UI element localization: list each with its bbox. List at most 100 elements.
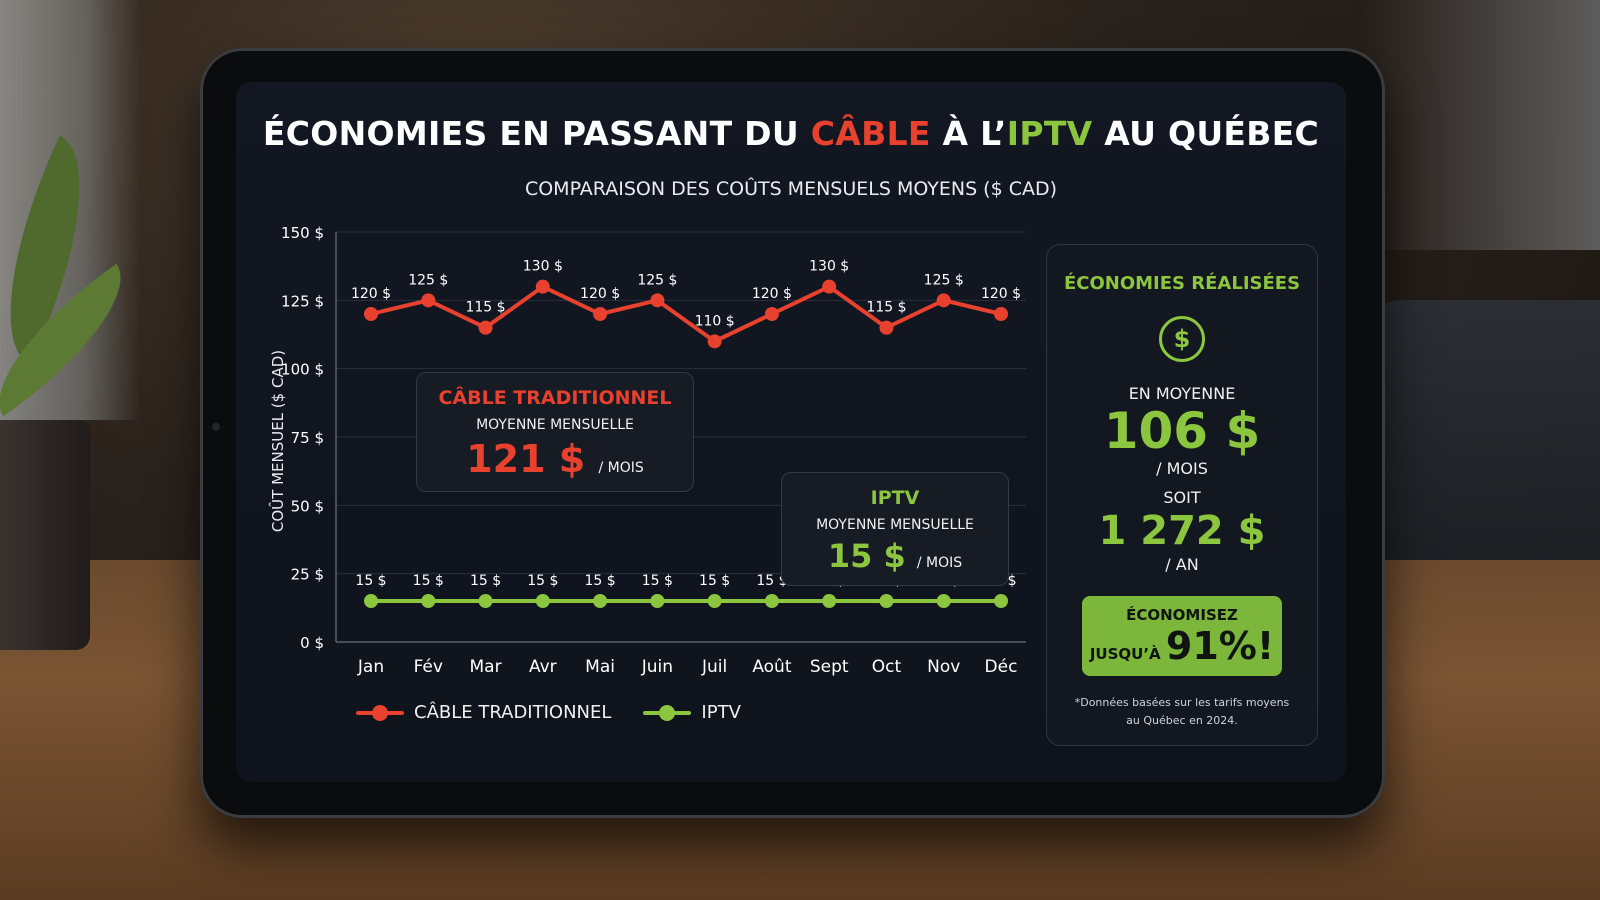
x-tick-label: Sept xyxy=(810,657,849,677)
savings-monthly-unit: / MOIS xyxy=(1156,459,1208,478)
y-tick-label: 0 $ xyxy=(300,634,324,652)
data-label-iptv: 15 $ xyxy=(527,573,558,589)
x-tick-label: Jan xyxy=(357,657,384,677)
x-tick-label: Mai xyxy=(585,657,615,677)
x-tick-label: Juil xyxy=(701,657,727,677)
savings-cta-line1: ÉCONOMISEZ xyxy=(1126,606,1238,624)
title-part-3: À L’ xyxy=(930,114,1007,153)
iptv-callout: IPTV MOYENNE MENSUELLE 15 $ / MOIS xyxy=(781,472,1009,586)
iptv-callout-value: 15 $ xyxy=(827,537,906,575)
cable-callout-value: 121 $ xyxy=(466,437,586,481)
savings-yearly-value: 1 272 $ xyxy=(1098,508,1266,554)
data-point-cable xyxy=(650,293,665,308)
data-point-cable xyxy=(421,293,436,308)
legend-item-cable: CÂBLE TRADITIONNEL xyxy=(356,702,611,723)
savings-footnote: *Données basées sur les tarifs moyens au… xyxy=(1047,694,1317,730)
savings-footnote-line2: au Québec en 2024. xyxy=(1126,714,1238,727)
legend-label-cable: CÂBLE TRADITIONNEL xyxy=(414,702,612,723)
savings-soit: SOIT xyxy=(1163,488,1201,507)
x-tick-label: Juin xyxy=(641,657,673,677)
savings-cta-percent: 91%! xyxy=(1165,624,1275,668)
x-tick-label: Oct xyxy=(872,657,902,677)
data-label-iptv: 15 $ xyxy=(413,573,444,589)
savings-title: ÉCONOMIES RÉALISÉES xyxy=(1063,273,1301,294)
data-label-cable: 120 $ xyxy=(351,286,391,302)
data-point-cable xyxy=(994,307,1008,321)
data-label-iptv: 15 $ xyxy=(355,573,386,589)
cable-callout-title: CÂBLE TRADITIONNEL xyxy=(438,387,672,409)
data-point-cable xyxy=(936,293,951,308)
chart-legend: CÂBLE TRADITIONNEL IPTV xyxy=(356,702,741,723)
data-label-iptv: 15 $ xyxy=(699,573,730,589)
data-point-iptv xyxy=(764,594,779,608)
savings-footnote-line1: *Données basées sur les tarifs moyens xyxy=(1074,696,1290,709)
x-tick-label: Mar xyxy=(470,657,502,677)
x-tick-label: Fév xyxy=(414,657,443,677)
data-point-cable xyxy=(764,307,779,321)
data-point-iptv xyxy=(936,594,951,608)
y-tick-label: 50 $ xyxy=(291,497,324,515)
data-point-cable xyxy=(593,307,608,321)
title-part-cable: CÂBLE xyxy=(810,114,931,153)
page-subtitle: COMPARAISON DES COÛTS MENSUELS MOYENS ($… xyxy=(524,178,1058,200)
title-part-1: ÉCONOMIES EN PASSANT DU xyxy=(262,114,811,153)
data-label-cable: 125 $ xyxy=(637,272,677,288)
iptv-callout-subtitle: MOYENNE MENSUELLE xyxy=(816,517,974,533)
data-label-cable: 110 $ xyxy=(695,313,735,329)
y-tick-label: 150 $ xyxy=(281,224,324,242)
y-tick-label: 100 $ xyxy=(281,361,324,379)
camera-dot xyxy=(212,423,220,431)
page-title: ÉCONOMIES EN PASSANT DU CÂBLE À L’IPTV A… xyxy=(236,114,1346,153)
data-label-cable: 125 $ xyxy=(408,272,448,288)
data-label-iptv: 15 $ xyxy=(470,573,501,589)
savings-panel: ÉCONOMIES RÉALISÉES $ EN MOYENNE 106 $ /… xyxy=(1046,244,1318,746)
data-point-iptv xyxy=(535,594,550,608)
data-point-cable xyxy=(535,279,550,294)
y-tick-label: 125 $ xyxy=(281,292,324,310)
series-line-cable xyxy=(370,284,1002,344)
data-point-cable xyxy=(478,320,493,335)
dollar-icon: $ xyxy=(1159,316,1205,362)
legend-swatch-cable xyxy=(356,704,404,721)
tablet-device: ÉCONOMIES EN PASSANT DU CÂBLE À L’IPTV A… xyxy=(200,48,1385,818)
title-part-iptv: IPTV xyxy=(1006,114,1093,153)
data-label-cable: 130 $ xyxy=(523,259,563,275)
data-label-cable: 120 $ xyxy=(580,286,620,302)
legend-label-iptv: IPTV xyxy=(701,702,741,723)
data-point-cable xyxy=(707,334,722,349)
background-window-right xyxy=(1360,0,1600,250)
data-label-cable: 130 $ xyxy=(809,259,849,275)
data-label-cable: 115 $ xyxy=(866,300,906,316)
data-label-iptv: 15 $ xyxy=(585,573,616,589)
data-point-iptv xyxy=(822,594,837,608)
data-point-cable xyxy=(879,320,894,335)
savings-average-label: EN MOYENNE xyxy=(1128,384,1236,403)
data-point-iptv xyxy=(364,594,378,608)
tablet-screen: ÉCONOMIES EN PASSANT DU CÂBLE À L’IPTV A… xyxy=(236,82,1346,782)
data-point-iptv xyxy=(650,594,665,608)
data-point-iptv xyxy=(707,594,722,608)
cable-callout-unit: / MOIS xyxy=(598,460,644,476)
plant-pot xyxy=(0,420,90,650)
y-tick-label: 75 $ xyxy=(291,429,324,447)
data-label-cable: 125 $ xyxy=(924,272,964,288)
x-tick-label: Nov xyxy=(927,657,960,677)
savings-cta: ÉCONOMISEZ JUSQU’À 91%! xyxy=(1082,596,1282,676)
cable-callout: CÂBLE TRADITIONNEL MOYENNE MENSUELLE 121… xyxy=(416,372,694,492)
cable-callout-subtitle: MOYENNE MENSUELLE xyxy=(476,417,634,433)
x-tick-label: Déc xyxy=(985,657,1018,677)
savings-yearly-unit: / AN xyxy=(1165,555,1199,574)
title-part-5: AU QUÉBEC xyxy=(1092,114,1320,153)
x-tick-label: Août xyxy=(752,657,792,677)
data-point-iptv xyxy=(421,594,436,608)
legend-swatch-iptv xyxy=(643,704,692,721)
data-label-iptv: 15 $ xyxy=(642,573,673,589)
background-sofa xyxy=(1370,300,1600,580)
iptv-callout-title: IPTV xyxy=(870,487,920,509)
savings-cta-prefix: JUSQU’À xyxy=(1089,645,1161,663)
data-label-cable: 115 $ xyxy=(465,300,505,316)
data-point-iptv xyxy=(593,594,608,608)
x-tick-label: Avr xyxy=(529,657,557,677)
data-point-cable xyxy=(822,279,837,294)
data-label-iptv: 15 $ xyxy=(756,573,787,589)
